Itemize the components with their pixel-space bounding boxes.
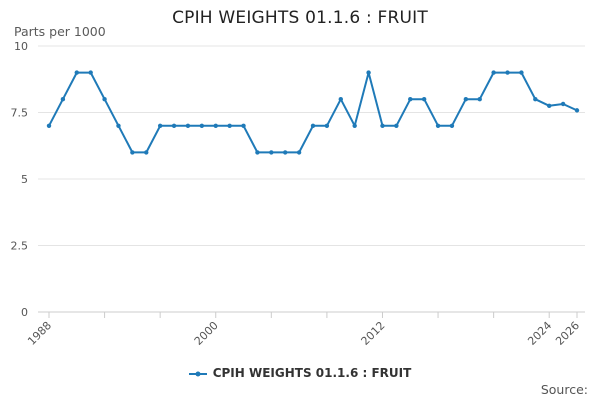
series-layer	[46, 70, 580, 155]
legend-label: CPIH WEIGHTS 01.1.6 : FRUIT	[212, 366, 412, 380]
data-point	[144, 150, 149, 155]
y-tick-label: 5	[21, 173, 28, 186]
data-point	[116, 123, 121, 128]
data-point	[255, 150, 260, 155]
data-point	[421, 97, 427, 102]
x-tick-label: 2024	[525, 319, 554, 348]
data-point	[324, 123, 330, 128]
data-point	[74, 70, 79, 75]
data-point	[88, 70, 93, 75]
data-point	[380, 123, 385, 128]
data-point	[505, 70, 510, 75]
data-point	[296, 150, 302, 155]
gridlines	[38, 45, 585, 246]
data-point	[394, 123, 399, 128]
data-point	[46, 123, 52, 128]
data-point	[213, 123, 218, 128]
data-point	[352, 123, 357, 128]
data-point	[560, 101, 566, 107]
data-point	[519, 70, 524, 75]
data-point	[408, 97, 413, 102]
data-point	[227, 123, 232, 128]
x-tick-label: 1988	[25, 319, 54, 348]
data-point	[533, 97, 538, 102]
data-point	[130, 150, 135, 155]
data-point	[60, 97, 66, 102]
data-point	[171, 123, 177, 128]
legend-swatch-icon	[188, 371, 207, 376]
data-point	[463, 97, 469, 102]
data-point	[477, 97, 482, 102]
legend[interactable]: CPIH WEIGHTS 01.1.6 : FRUIT	[0, 366, 600, 380]
data-point	[157, 123, 163, 128]
data-point	[449, 123, 455, 128]
x-tick-label: 2000	[192, 319, 221, 348]
y-tick-label: 10	[14, 40, 28, 53]
data-point	[283, 150, 288, 155]
data-point	[102, 97, 107, 102]
data-point	[310, 123, 316, 128]
data-point	[338, 97, 343, 102]
data-point	[574, 108, 580, 113]
source-label: Source:	[540, 382, 588, 397]
y-axis-label: Parts per 1000	[14, 24, 106, 39]
data-point	[435, 123, 441, 128]
data-point	[185, 123, 191, 128]
data-point	[241, 123, 246, 128]
y-tick-label: 7.5	[11, 107, 29, 120]
data-point	[366, 70, 371, 75]
x-tick-label: 2026	[553, 319, 582, 348]
data-point	[491, 70, 496, 75]
x-tick-label: 2012	[359, 319, 388, 348]
y-tick-label: 2.5	[11, 240, 29, 253]
chart-title: CPIH WEIGHTS 01.1.6 : FRUIT	[172, 8, 428, 28]
data-point	[269, 150, 274, 155]
y-tick-label: 0	[21, 306, 28, 319]
data-point	[547, 103, 552, 109]
data-point	[199, 123, 205, 128]
